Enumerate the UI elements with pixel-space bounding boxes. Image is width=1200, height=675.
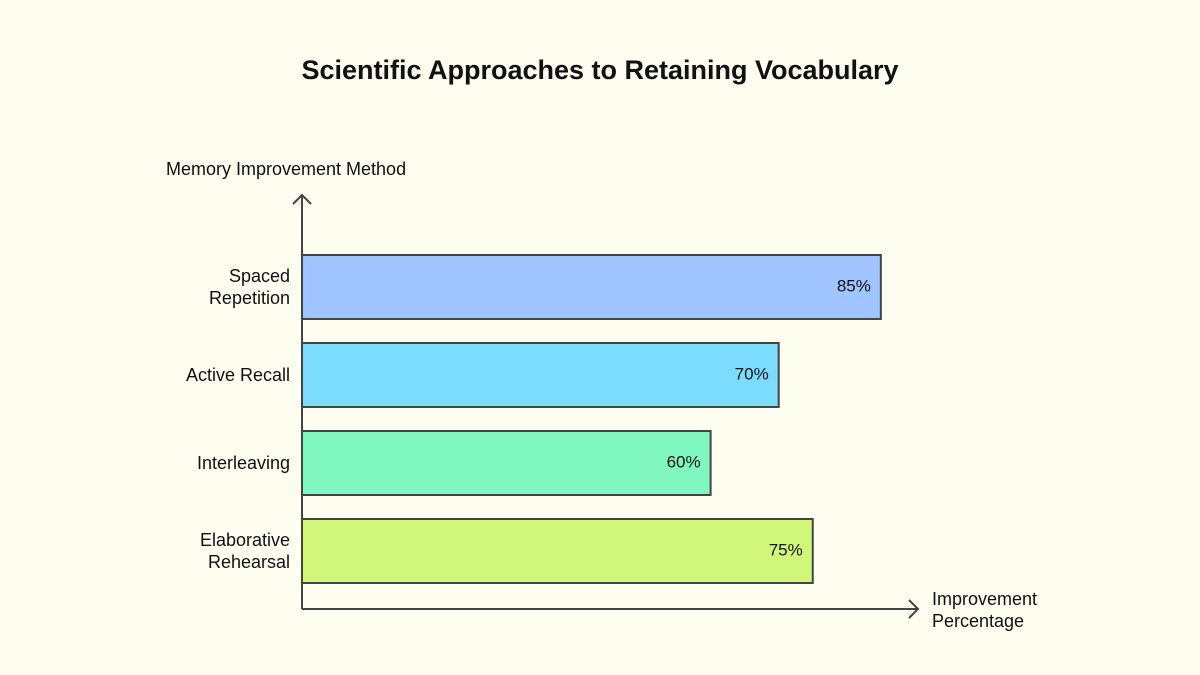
x-axis-arrow — [908, 599, 920, 619]
value-label: 85% — [837, 276, 871, 295]
category-label: Interleaving — [196, 453, 290, 473]
value-label: 70% — [735, 364, 769, 383]
category-label: Elaborative Rehearsal — [199, 530, 290, 572]
y-axis-arrow — [292, 193, 312, 205]
y-axis-title: Memory Improvement Method — [166, 159, 407, 179]
x-axis-title: Improvement Percentage — [932, 589, 1038, 631]
bar — [301, 518, 814, 584]
bar — [301, 430, 712, 496]
bar — [301, 342, 780, 408]
category-label: Active Recall — [185, 365, 290, 385]
value-label: 60% — [667, 452, 701, 471]
chart-title: Scientific Approaches to Retaining Vocab… — [301, 55, 898, 85]
bar — [301, 254, 882, 320]
value-label: 75% — [769, 540, 803, 559]
category-label: Spaced Repetition — [208, 266, 290, 308]
